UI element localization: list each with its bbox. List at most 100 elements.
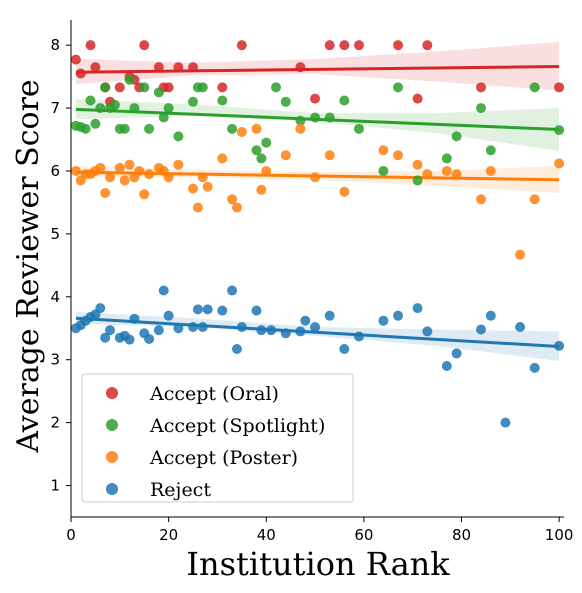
axis-ticks: 0 20 40 60 80 100 1 2 3 4 5 6 7 8 — [50, 36, 573, 544]
accept-oral-point — [476, 82, 487, 93]
axes — [70, 20, 564, 518]
reject-point — [529, 362, 540, 373]
y-tick-label: 4 — [50, 288, 60, 306]
reject-point — [202, 304, 213, 315]
accept-oral-point — [217, 82, 228, 93]
accept-poster-point — [295, 123, 306, 134]
accept-oral-point — [295, 62, 306, 73]
accept-spotlight-point — [153, 87, 164, 98]
accept-poster-legend-label: Accept (Poster) — [149, 447, 298, 469]
accept-spotlight-point — [119, 123, 130, 134]
reject-point — [105, 325, 116, 336]
reject-point — [163, 310, 174, 321]
reject-point — [412, 303, 423, 314]
accept-oral-point — [90, 62, 101, 73]
accept-oral-point — [139, 40, 150, 51]
accept-spotlight-point — [129, 103, 140, 114]
accept-oral-point — [412, 93, 423, 104]
accept-poster-point — [124, 159, 135, 170]
accept-oral-point — [310, 93, 321, 104]
accept-poster-point — [163, 172, 174, 183]
reject-point — [144, 333, 155, 344]
accept-poster-point — [114, 162, 125, 173]
reject-point — [310, 322, 321, 333]
accept-poster-point — [192, 202, 203, 213]
accept-oral-point — [236, 40, 247, 51]
accept-poster-point — [515, 249, 526, 260]
y-tick-label: 5 — [50, 225, 60, 243]
y-axis-label: Average Reviewer Score — [11, 79, 46, 453]
accept-oral-point — [339, 40, 350, 51]
accept-spotlight-point — [90, 118, 101, 129]
scatter-points — [70, 40, 565, 428]
accept-poster-point — [119, 175, 130, 186]
reject-point — [158, 285, 169, 296]
accept-spotlight-point — [393, 82, 404, 93]
accept-spotlight-point — [485, 145, 496, 156]
reject-point — [192, 304, 203, 315]
reject-trend-line — [75, 316, 560, 349]
accept-spotlight-point — [256, 153, 267, 164]
accept-oral-point — [173, 62, 184, 73]
accept-poster-point — [261, 165, 272, 176]
accept-poster-point — [324, 150, 335, 161]
accept-spotlight-point — [85, 95, 96, 106]
accept-spotlight-point — [310, 112, 321, 123]
reject-point — [231, 344, 242, 355]
accept-spotlight-point — [529, 82, 540, 93]
accept-poster-point — [280, 150, 291, 161]
accept-spotlight-point — [324, 112, 335, 123]
accept-oral-point — [75, 68, 86, 79]
accept-poster-point — [217, 153, 228, 164]
accept-oral-ci-band — [75, 42, 560, 91]
reject-point — [422, 326, 433, 337]
reject-point — [339, 344, 350, 355]
accept-spotlight-point — [109, 99, 120, 110]
accept-oral-point — [163, 82, 174, 93]
accept-poster-point — [227, 194, 238, 205]
accept-oral-point — [114, 82, 125, 93]
y-tick-label: 6 — [50, 162, 60, 180]
accept-spotlight-point — [339, 95, 350, 106]
accept-spotlight-point — [378, 165, 389, 176]
accept-spotlight-point — [476, 103, 487, 114]
reject-point — [256, 325, 267, 336]
accept-poster-point — [529, 194, 540, 205]
reject-point — [124, 334, 135, 345]
accept-poster-point — [554, 158, 565, 169]
x-tick-label: 40 — [257, 526, 276, 544]
accept-spotlight-legend-marker — [106, 419, 118, 431]
reject-point — [515, 322, 526, 333]
accept-spotlight-point — [163, 103, 174, 114]
accept-oral-point — [324, 40, 335, 51]
y-tick-label: 1 — [50, 477, 60, 495]
accept-oral-point — [153, 62, 164, 73]
legend: Accept (Oral) Accept (Spotlight) Accept (P… — [81, 373, 354, 503]
reject-point — [378, 315, 389, 326]
accept-poster-point — [100, 188, 111, 199]
accept-spotlight-point — [280, 96, 291, 107]
reject-point — [300, 315, 311, 326]
accept-spotlight-point — [158, 112, 169, 123]
reject-point — [485, 310, 496, 321]
accept-poster-point — [139, 189, 150, 200]
reject-point — [393, 310, 404, 321]
reject-point — [153, 325, 164, 336]
x-tick-label: 100 — [545, 526, 574, 544]
accept-spotlight-point — [100, 82, 111, 93]
accept-poster-point — [231, 202, 242, 213]
reject-point — [95, 303, 106, 314]
accept-poster-point — [197, 172, 208, 183]
accept-spotlight-point — [95, 103, 106, 114]
reject-point — [500, 417, 511, 428]
accept-poster-point — [188, 183, 199, 194]
accept-spotlight-point — [124, 74, 135, 85]
accept-spotlight-point — [197, 82, 208, 93]
accept-poster-point — [422, 169, 433, 180]
accept-spotlight-point — [173, 131, 184, 142]
accept-oral-point — [422, 40, 433, 51]
accept-spotlight-point — [353, 123, 364, 134]
accept-oral-point — [188, 62, 199, 73]
accept-spotlight-point — [80, 123, 91, 134]
